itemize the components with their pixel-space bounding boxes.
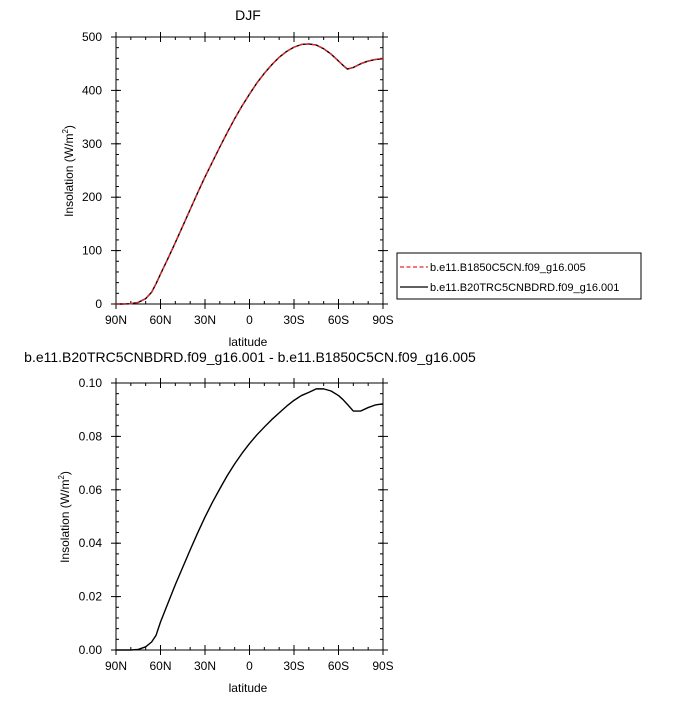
y-tick-label: 0 bbox=[95, 297, 102, 311]
top-series-line-0 bbox=[116, 43, 384, 305]
bottom-x-axis-title: latitude bbox=[229, 681, 268, 695]
bottom-y-axis-title: Insolation (W/m2) bbox=[57, 471, 72, 563]
legend-box bbox=[396, 252, 642, 300]
legend-label-hist: b.e11.B20TRC5CNBDRD.f09_g16.001 bbox=[430, 282, 619, 294]
bottom-plot-title: b.e11.B20TRC5CNBDRD.f09_g16.001 - b.e11.… bbox=[24, 349, 476, 365]
bottom-series-line-0 bbox=[116, 388, 384, 651]
x-tick-label: 60S bbox=[328, 659, 349, 673]
x-tick-label: 30S bbox=[283, 313, 304, 327]
y-tick-label: 0.00 bbox=[79, 643, 103, 657]
top-plot-title: DJF bbox=[235, 7, 261, 23]
y-tick-label: 500 bbox=[82, 30, 102, 44]
y-tick-label: 100 bbox=[82, 244, 102, 258]
x-tick-label: 90S bbox=[372, 313, 393, 327]
bottom-plot-frame bbox=[115, 382, 384, 651]
x-tick-label: 30S bbox=[283, 659, 304, 673]
bottom-plot: b.e11.B20TRC5CNBDRD.f09_g16.001 - b.e11.… bbox=[24, 349, 476, 695]
top-plot: DJF 90N 60N 30N 0 30S 60S 90S0100200300400500 … bbox=[61, 7, 394, 349]
x-tick-label: 90N bbox=[105, 313, 127, 327]
y-tick-label: 0.08 bbox=[79, 429, 103, 443]
top-plot-frame bbox=[115, 36, 384, 305]
x-tick-label: 0 bbox=[246, 313, 253, 327]
y-tick-label: 0.02 bbox=[79, 590, 103, 604]
y-tick-label: 0.04 bbox=[79, 536, 103, 550]
x-tick-label: 90S bbox=[372, 659, 393, 673]
x-tick-label: 90N bbox=[105, 659, 127, 673]
top-x-axis-title: latitude bbox=[229, 335, 268, 349]
top-series-line-1 bbox=[116, 43, 384, 305]
y-tick-label: 0.10 bbox=[79, 376, 103, 390]
y-tick-label: 400 bbox=[82, 83, 102, 97]
x-tick-label: 0 bbox=[246, 659, 253, 673]
x-tick-label: 30N bbox=[194, 313, 216, 327]
legend: b.e11.B1850C5CN.f09_g16.005 b.e11.B20TRC… bbox=[396, 252, 642, 300]
y-tick-label: 300 bbox=[82, 137, 102, 151]
y-tick-label: 200 bbox=[82, 190, 102, 204]
x-tick-label: 60S bbox=[328, 313, 349, 327]
legend-label-pi: b.e11.B1850C5CN.f09_g16.005 bbox=[430, 262, 586, 274]
y-tick-label: 0.06 bbox=[79, 483, 103, 497]
x-tick-label: 30N bbox=[194, 659, 216, 673]
x-tick-label: 60N bbox=[149, 313, 171, 327]
x-tick-label: 60N bbox=[149, 659, 171, 673]
top-y-axis-title: Insolation (W/m2) bbox=[61, 125, 76, 217]
